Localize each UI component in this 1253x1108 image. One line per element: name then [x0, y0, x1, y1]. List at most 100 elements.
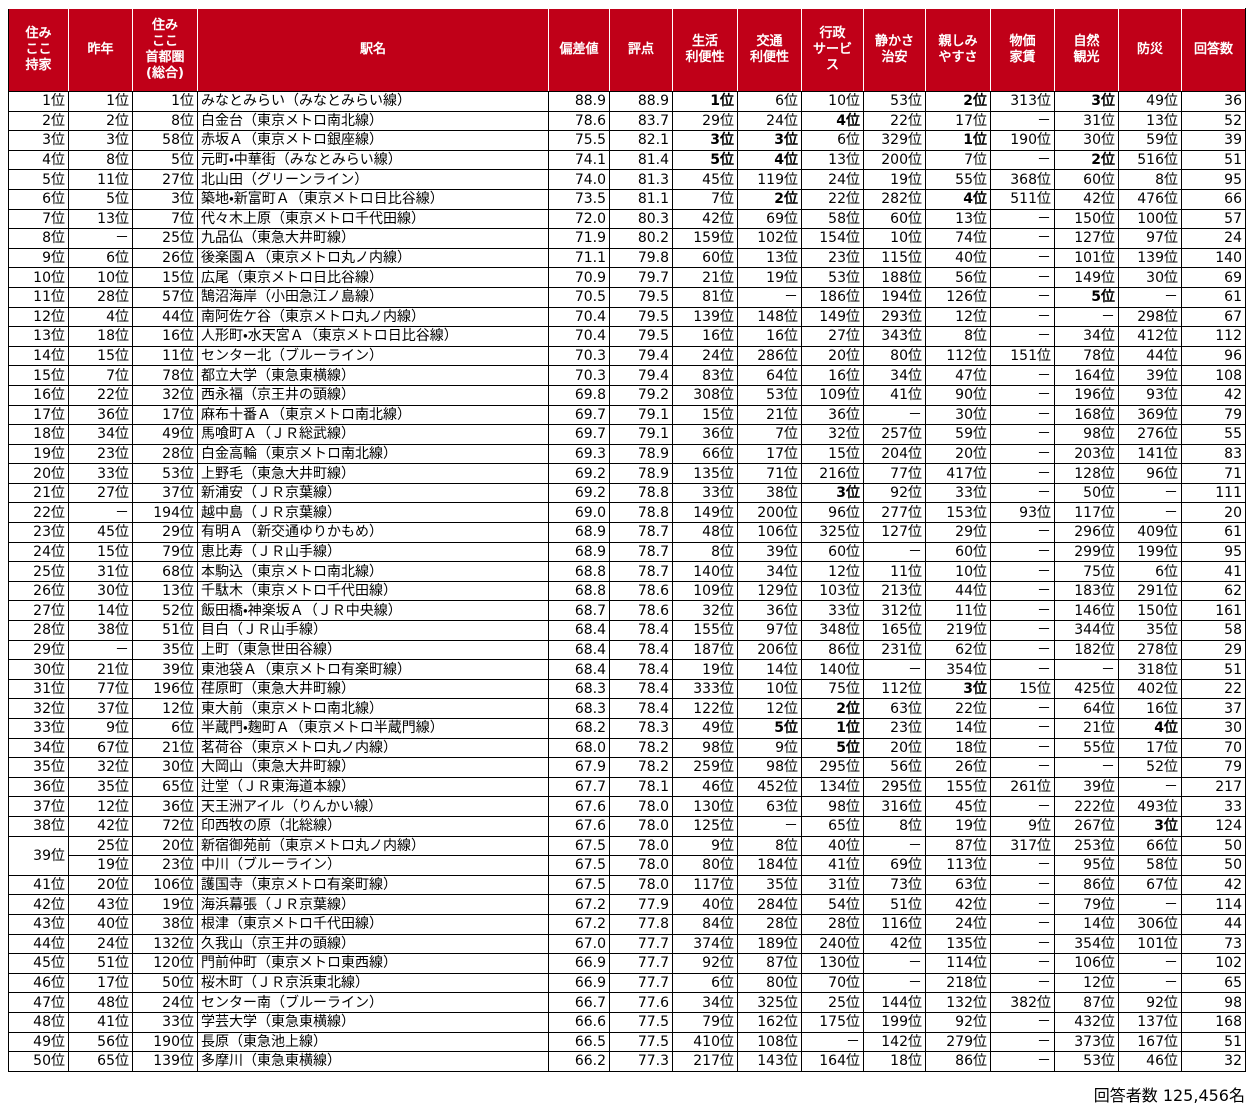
- value-cell: 11位: [863, 561, 926, 582]
- station-cell: 東大前（東京メトロ南北線）: [197, 698, 549, 719]
- table-row: 11位 28位 57位 鵠沼海岸（小田急江ノ島線） 70.5 79.5 81位－ 186位 19…: [8, 286, 1246, 308]
- value-cell: 9位: [737, 737, 802, 759]
- value-cell: 44位: [8, 933, 69, 955]
- value-cell: 22: [1181, 678, 1246, 700]
- value-cell: 67.5: [548, 874, 610, 896]
- value-cell: 42: [1181, 874, 1246, 896]
- value-cell: 70.3: [548, 345, 610, 367]
- value-cell: 34位: [672, 992, 738, 1013]
- value-cell: 6位: [737, 91, 802, 112]
- value-cell: 36位: [801, 404, 864, 426]
- value-cell: 196位: [132, 678, 198, 700]
- value-cell: 46位: [1118, 1051, 1182, 1072]
- value-cell: 67位: [68, 737, 133, 759]
- value-cell: 115位: [863, 247, 926, 269]
- value-cell: 77.3: [609, 1051, 673, 1072]
- station-cell: 有明Ａ（新交通ゆりかもめ）: [197, 522, 549, 543]
- value-cell: 77.8: [609, 913, 673, 935]
- table-row: 45位 51位 120位 門前仲町（東京メトロ東西線） 66.9 77.7 92位 87位 13…: [8, 953, 1246, 974]
- table-row: 24位 15位 79位 恵比寿（ＪＲ山手線） 68.9 78.7 8位 39位 60位－ 60位－…: [8, 541, 1246, 563]
- value-cell: 54位: [801, 894, 864, 915]
- value-cell: 57: [1181, 208, 1246, 230]
- value-cell: 7位: [925, 149, 991, 171]
- table-row: 32位 37位 12位 東大前（東京メトロ南北線） 68.3 78.4 122位 12位 2位 6…: [8, 698, 1246, 719]
- value-cell: 30位: [8, 659, 69, 680]
- value-cell: 92位: [863, 482, 926, 504]
- value-cell: 19位: [8, 443, 69, 465]
- value-cell: 49位: [8, 1031, 69, 1053]
- value-cell: －: [990, 228, 1055, 249]
- value-cell: 194位: [863, 286, 926, 308]
- value-cell: 149位: [1054, 267, 1119, 288]
- station-cell: 東池袋Ａ（東京メトロ有楽町線）: [197, 659, 549, 680]
- value-cell: 18位: [863, 1051, 926, 1072]
- value-cell: 30位: [1118, 267, 1182, 288]
- value-cell: 161: [1181, 600, 1246, 622]
- value-cell: 2位: [925, 91, 991, 112]
- value-cell: －: [1054, 757, 1119, 778]
- value-cell: 56位: [863, 757, 926, 778]
- value-cell: 217: [1181, 776, 1246, 798]
- column-header: 回答数: [1181, 8, 1246, 92]
- value-cell: 34位: [1054, 326, 1119, 347]
- value-cell: 200位: [863, 149, 926, 171]
- value-cell: －: [863, 404, 926, 426]
- value-cell: 67.7: [548, 776, 610, 798]
- value-cell: 66位: [672, 443, 738, 465]
- value-cell: 7位: [672, 188, 738, 210]
- value-cell: 86位: [925, 1051, 991, 1072]
- value-cell: 106位: [737, 522, 802, 543]
- value-cell: －: [990, 894, 1055, 915]
- value-cell: 452位: [737, 776, 802, 798]
- value-cell: 80.3: [609, 208, 673, 230]
- value-cell: 68.9: [548, 541, 610, 563]
- value-cell: 51位: [863, 894, 926, 915]
- value-cell: 66.6: [548, 1011, 610, 1033]
- value-cell: 58位: [1118, 855, 1182, 876]
- value-cell: 37: [1181, 698, 1246, 719]
- value-cell: 4位: [8, 149, 69, 171]
- value-cell: 24: [1181, 228, 1246, 249]
- value-cell: 261位: [990, 776, 1055, 798]
- column-header: 行政 サービ ス: [801, 8, 864, 92]
- ranking-table-wrap: 住み ここ 持家 昨年 住み ここ 首都圏 (総合) 駅名 偏差値 評点 生活 利便性 交通 …: [8, 8, 1246, 1072]
- value-cell: 98位: [672, 737, 738, 759]
- value-cell: 55位: [1054, 737, 1119, 759]
- value-cell: 20位: [801, 345, 864, 367]
- value-cell: 13位: [8, 326, 69, 347]
- value-cell: 42位: [68, 815, 133, 837]
- value-cell: 80位: [737, 972, 802, 994]
- value-cell: 293位: [863, 306, 926, 328]
- value-cell: 19位: [863, 169, 926, 190]
- table-row: 28位 38位 51位 目白（ＪＲ山手線） 68.4 78.4 155位 97位 348位 165…: [8, 620, 1246, 641]
- value-cell: 96位: [801, 502, 864, 524]
- value-cell: 39位: [737, 541, 802, 563]
- value-cell: 49位: [132, 424, 198, 445]
- value-cell: 45位: [8, 953, 69, 974]
- value-cell: 27位: [132, 169, 198, 190]
- value-cell: 73.5: [548, 188, 610, 210]
- value-cell: －: [863, 953, 926, 974]
- value-cell: 67.0: [548, 933, 610, 955]
- value-cell: 102位: [737, 228, 802, 249]
- value-cell: 7位: [68, 365, 133, 386]
- value-cell: 48位: [68, 992, 133, 1013]
- value-cell: 61: [1181, 522, 1246, 543]
- value-cell: 17位: [8, 404, 69, 426]
- value-cell: 64位: [1054, 698, 1119, 719]
- value-cell: 16位: [672, 326, 738, 347]
- value-cell: 3位: [132, 188, 198, 210]
- value-cell: 276位: [1118, 424, 1182, 445]
- column-header: 偏差値: [548, 8, 610, 92]
- value-cell: 167位: [1118, 1031, 1182, 1053]
- table-body: 1位 1位 1位 みなとみらい（みなとみらい線） 88.9 88.9 1位 6位 10位 53位 2…: [8, 91, 1246, 1072]
- station-cell: 多摩川（東急東横線）: [197, 1051, 549, 1072]
- value-cell: 81.1: [609, 188, 673, 210]
- value-cell: 34位: [737, 561, 802, 582]
- value-cell: 30位: [132, 757, 198, 778]
- value-cell: 60位: [672, 247, 738, 269]
- value-cell: 78.0: [609, 874, 673, 896]
- value-cell: 24位: [737, 110, 802, 132]
- value-cell: 92位: [925, 1011, 991, 1033]
- value-cell: 13位: [1118, 110, 1182, 132]
